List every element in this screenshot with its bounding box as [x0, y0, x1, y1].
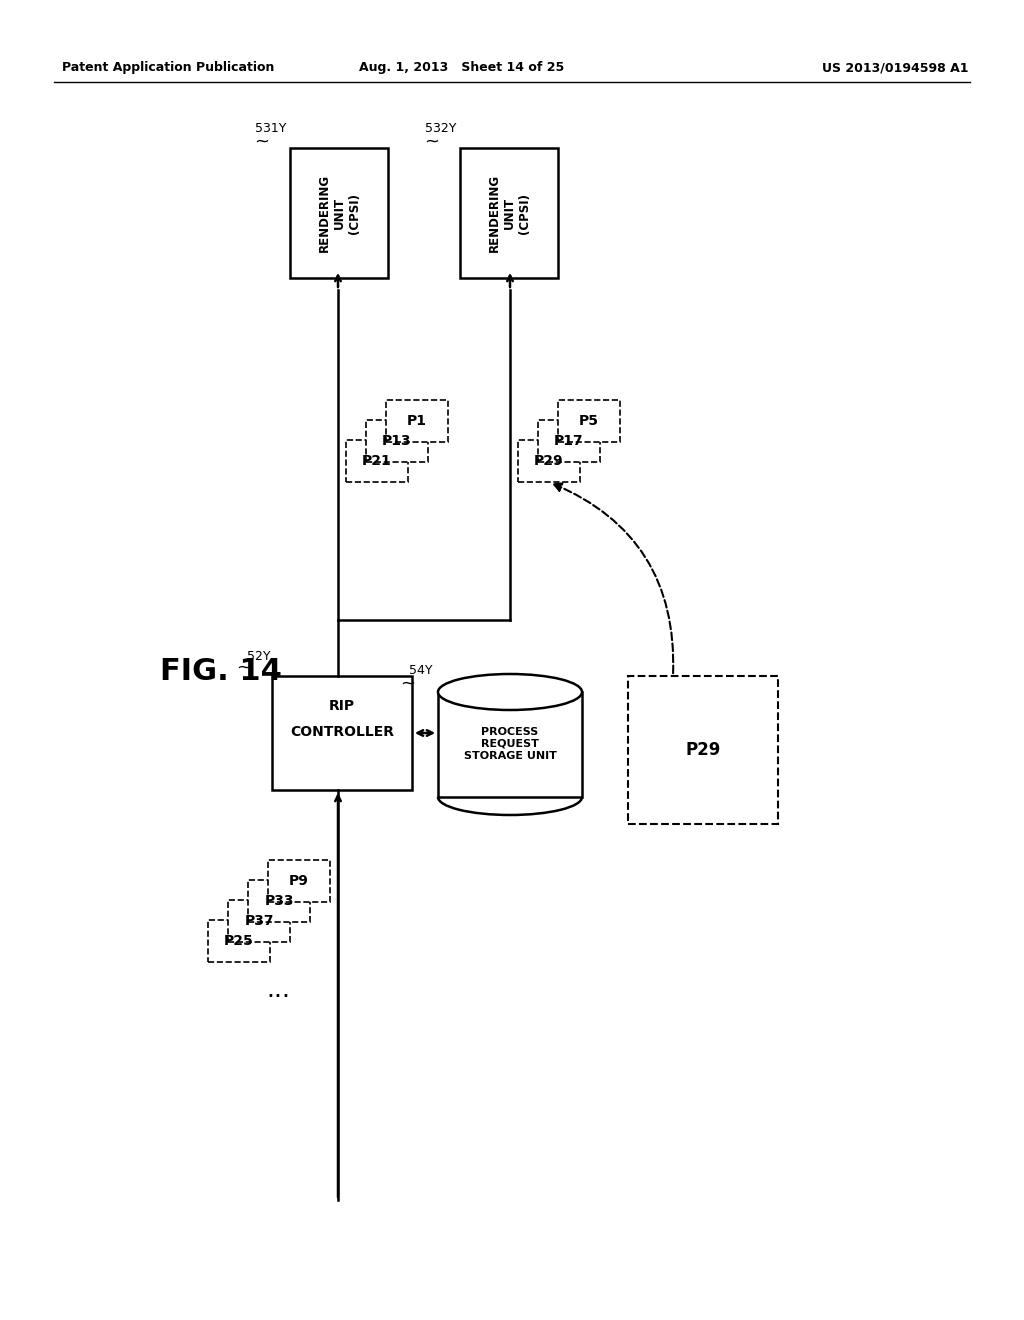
Bar	[366, 420, 428, 462]
Text: P17: P17	[554, 434, 584, 447]
Bar	[386, 400, 449, 442]
Bar	[272, 676, 412, 789]
Text: P37: P37	[245, 913, 273, 928]
Bar	[438, 692, 582, 797]
Text: RENDERING
UNIT
(CPSI): RENDERING UNIT (CPSI)	[487, 174, 530, 252]
Text: ~: ~	[400, 675, 416, 693]
Text: P5: P5	[579, 414, 599, 428]
Bar	[248, 880, 310, 921]
Text: P25: P25	[224, 935, 254, 948]
Bar	[208, 920, 270, 962]
Text: P13: P13	[382, 434, 412, 447]
Ellipse shape	[438, 675, 582, 710]
Text: ...: ...	[266, 978, 290, 1002]
FancyArrowPatch shape	[554, 483, 673, 673]
Text: CONTROLLER: CONTROLLER	[290, 725, 394, 739]
Text: 531Y: 531Y	[255, 121, 286, 135]
Text: P9: P9	[289, 874, 309, 888]
Text: P29: P29	[535, 454, 564, 469]
Text: ~: ~	[255, 133, 269, 150]
Bar	[290, 148, 388, 279]
Bar	[538, 420, 600, 462]
Bar	[268, 861, 330, 902]
Text: RIP: RIP	[329, 700, 355, 713]
Text: 54Y: 54Y	[410, 664, 433, 676]
Bar	[518, 440, 580, 482]
Bar	[346, 440, 408, 482]
Text: Aug. 1, 2013   Sheet 14 of 25: Aug. 1, 2013 Sheet 14 of 25	[359, 62, 564, 74]
Text: P29: P29	[685, 741, 721, 759]
Text: P33: P33	[264, 894, 294, 908]
Text: Patent Application Publication: Patent Application Publication	[62, 62, 274, 74]
Text: PROCESS
REQUEST
STORAGE UNIT: PROCESS REQUEST STORAGE UNIT	[464, 727, 556, 760]
Bar	[228, 900, 290, 942]
Text: 532Y: 532Y	[425, 121, 456, 135]
Bar	[628, 676, 778, 824]
Text: FIG. 14: FIG. 14	[160, 657, 282, 686]
Text: P21: P21	[362, 454, 392, 469]
Text: 52Y: 52Y	[247, 649, 270, 663]
Text: ~: ~	[237, 659, 252, 677]
Bar	[558, 400, 620, 442]
Text: ~: ~	[425, 133, 439, 150]
Text: US 2013/0194598 A1: US 2013/0194598 A1	[821, 62, 968, 74]
Text: P1: P1	[407, 414, 427, 428]
Text: RENDERING
UNIT
(CPSI): RENDERING UNIT (CPSI)	[317, 174, 360, 252]
Bar	[460, 148, 558, 279]
